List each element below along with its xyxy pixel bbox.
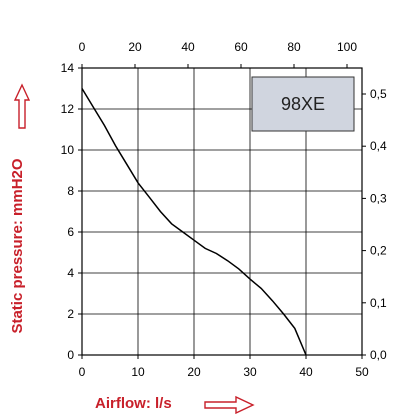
top-tick-label: 60 bbox=[234, 40, 248, 54]
model-label: 98XE bbox=[281, 94, 325, 114]
plot-frame bbox=[81, 67, 363, 356]
y-tick-label: 12 bbox=[61, 102, 75, 116]
top-tick-label: 20 bbox=[128, 40, 142, 54]
series-line bbox=[81, 88, 307, 356]
y-tick-label: 2 bbox=[67, 307, 74, 321]
x-tick-label: 0 bbox=[79, 365, 86, 379]
axis-ticks: 0 10 20 30 40 50 0 2 4 6 8 10 12 14 0 20 40 60 80 100 0,0 0,1… bbox=[61, 40, 387, 379]
top-tick-label: 0 bbox=[79, 40, 86, 54]
right-tick-label: 0,4 bbox=[370, 139, 387, 153]
x-tick-label: 30 bbox=[243, 365, 257, 379]
top-tick-label: 40 bbox=[181, 40, 195, 54]
x-tick-label: 10 bbox=[131, 365, 145, 379]
x-tick-label: 40 bbox=[299, 365, 313, 379]
x-axis-title: Airflow: l/s bbox=[95, 395, 172, 412]
y-axis-title: Static pressure: mmH2O bbox=[9, 158, 26, 333]
y-tick-label: 4 bbox=[67, 266, 74, 280]
y-tick-label: 6 bbox=[67, 225, 74, 239]
right-tick-label: 0,2 bbox=[370, 244, 387, 258]
y-tick-label: 8 bbox=[67, 184, 74, 198]
right-tick-label: 0,3 bbox=[370, 191, 387, 205]
up-arrow-icon bbox=[13, 83, 31, 129]
y-tick-label: 14 bbox=[61, 61, 75, 75]
right-tick-label: 0,5 bbox=[370, 87, 387, 101]
model-label-box bbox=[251, 76, 355, 132]
x-tick-label: 50 bbox=[355, 365, 369, 379]
top-tick-label: 80 bbox=[287, 40, 301, 54]
right-tick-label: 0,0 bbox=[370, 348, 387, 362]
right-arrow-icon bbox=[204, 395, 255, 414]
top-tick-label: 100 bbox=[337, 40, 357, 54]
y-tick-label: 0 bbox=[67, 348, 74, 362]
x-tick-label: 20 bbox=[187, 365, 201, 379]
right-tick-label: 0,1 bbox=[370, 296, 387, 310]
y-tick-label: 10 bbox=[61, 143, 75, 157]
